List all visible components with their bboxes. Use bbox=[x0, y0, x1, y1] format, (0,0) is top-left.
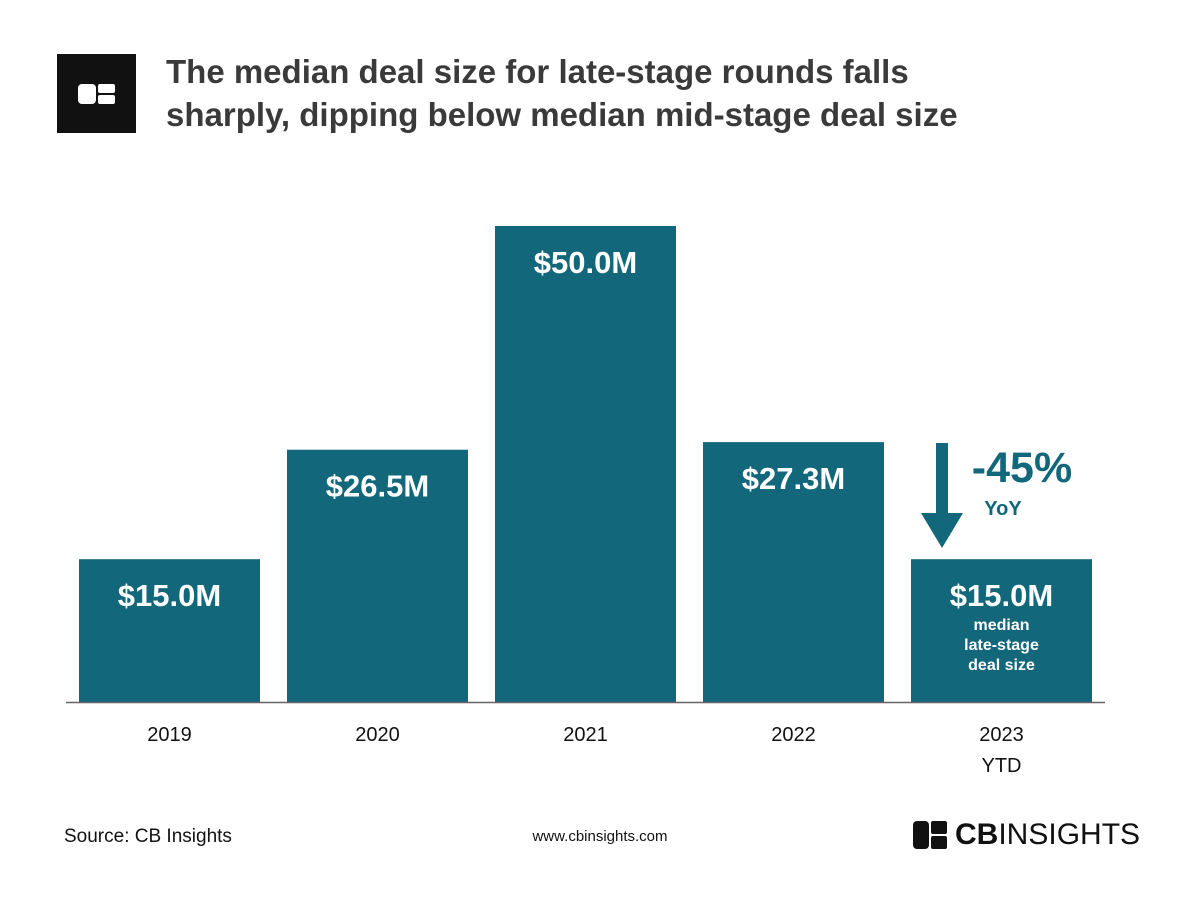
down-arrow-icon bbox=[921, 513, 963, 548]
change-annotation: -45% bbox=[972, 444, 1072, 492]
x-tick-label: 2020 bbox=[355, 724, 400, 746]
bar bbox=[287, 449, 468, 702]
x-tick-label: 2019 bbox=[147, 724, 192, 746]
x-tick-label: YTD bbox=[982, 755, 1022, 777]
cb-logo-glyph bbox=[78, 84, 115, 104]
bar-note-line: late-stage bbox=[964, 637, 1039, 654]
bar bbox=[79, 559, 260, 702]
bar bbox=[703, 442, 884, 702]
data-label: $26.5M bbox=[326, 469, 429, 504]
brand-wordmark-bold: CB bbox=[955, 818, 999, 851]
cb-mark-icon bbox=[913, 821, 947, 849]
x-tick-label: 2021 bbox=[563, 724, 608, 746]
data-label: $50.0M bbox=[534, 245, 637, 280]
data-label: $15.0M bbox=[118, 578, 221, 613]
bar-note-line: median bbox=[973, 617, 1029, 634]
bar-note-line: deal size bbox=[968, 657, 1035, 674]
brand-logo: CBINSIGHTS bbox=[913, 818, 1140, 852]
x-tick-label: 2023 bbox=[979, 724, 1024, 746]
cb-logo-icon bbox=[57, 54, 136, 133]
website-url: www.cbinsights.com bbox=[532, 828, 668, 845]
bar bbox=[911, 559, 1092, 702]
source-note: Source: CB Insights bbox=[64, 826, 232, 847]
page-title: The median deal size for late-stage roun… bbox=[166, 50, 1156, 136]
down-arrow-shaft bbox=[936, 443, 948, 515]
title-line-1: The median deal size for late-stage roun… bbox=[166, 53, 909, 90]
data-label: $27.3M bbox=[742, 461, 845, 496]
title-line-2: sharply, dipping below median mid-stage … bbox=[166, 96, 958, 133]
data-label: $15.0M bbox=[950, 578, 1053, 613]
brand-wordmark: CBINSIGHTS bbox=[955, 818, 1140, 852]
bar bbox=[495, 226, 676, 702]
brand-wordmark-rest: INSIGHTS bbox=[998, 818, 1141, 851]
change-annotation-sub: YoY bbox=[984, 498, 1022, 520]
x-tick-label: 2022 bbox=[771, 724, 816, 746]
